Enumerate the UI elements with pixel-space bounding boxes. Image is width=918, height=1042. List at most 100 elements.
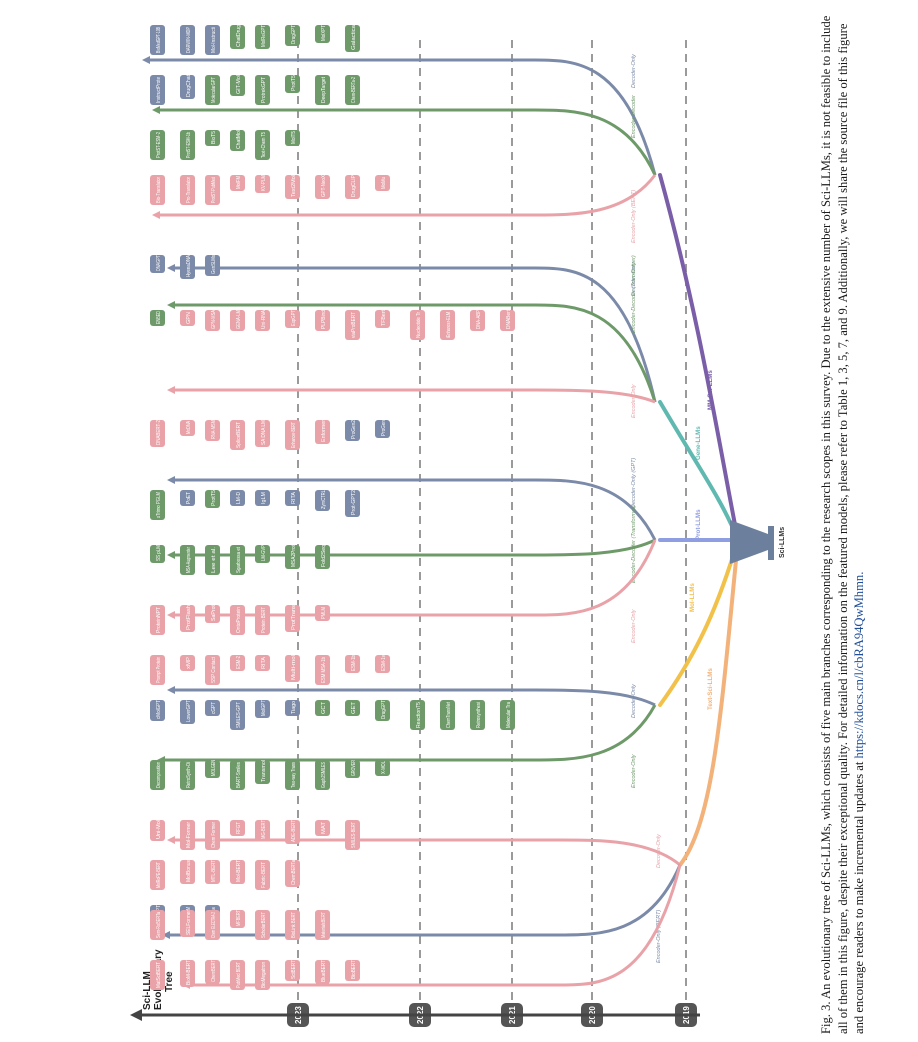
model-node: Chem Former — [205, 820, 220, 850]
model-name: MFBERT — [236, 909, 242, 926]
model-name: MolecularGPT — [211, 76, 217, 103]
main-branches: MM-Sci-LLMs Gene-LLMs Prot-LLMs Mol-LLMs Tex… — [658, 173, 740, 867]
model-node: ProtFlash — [180, 605, 195, 632]
model-name: GIT-Mol — [236, 75, 242, 94]
model-name: Protein BERT — [261, 606, 267, 633]
model-node: Uni-Mol — [150, 820, 165, 841]
sub-branch-label: Decoder-Only — [631, 683, 637, 718]
tree-title-line-3: Tree — [164, 971, 175, 992]
model-node: MOLGEN — [205, 760, 220, 778]
main-branch-line — [678, 538, 740, 867]
sub-branch-line — [160, 174, 657, 217]
model-node: SS pLM — [150, 545, 165, 563]
model-name: Lee et al. — [211, 547, 217, 573]
model-node: GET — [345, 700, 360, 716]
model-node: ChatDrug — [230, 25, 245, 49]
model-name: GROVER — [351, 760, 357, 776]
model-name: MolXPT — [321, 24, 327, 41]
model-node: ChemTransNet — [440, 700, 455, 730]
model-node: Retrosynthesi — [470, 700, 485, 730]
model-name: DeepTarget — [321, 76, 327, 103]
model-node: RNA-MSM — [205, 420, 220, 441]
model-name: ADE-BERT — [291, 819, 297, 842]
model-name: GPT-NeoX — [321, 175, 327, 197]
model-node: Graph2SMILES — [315, 760, 330, 790]
model-name: ProtT5 — [211, 490, 217, 506]
model-node: MaterialsBERT — [315, 910, 330, 940]
model-name: Chem ELECTRA-2 — [211, 912, 217, 938]
model-name: ProGen — [381, 420, 387, 436]
model-node: Prot-GPT2 — [345, 490, 360, 517]
model-name: Pro-Translator — [186, 177, 192, 203]
model-node: LowerGPT — [180, 699, 195, 724]
model-name: BioT5 — [211, 131, 217, 144]
model-name: RITA — [291, 491, 297, 504]
model-node: Molecular Tra — [500, 700, 515, 730]
model-name: GenSLMs — [211, 255, 217, 274]
model-name: Sgarbossa et — [236, 547, 242, 573]
model-node: Mol-Former — [180, 820, 195, 850]
model-name: ENBED — [156, 311, 162, 324]
time-axis — [130, 1009, 700, 1021]
model-node: ESM-2 — [230, 655, 245, 671]
model-node: Text2Mol — [285, 175, 300, 199]
model-node: ReactionT5 — [410, 700, 425, 730]
model-name: ChemBERTa — [291, 860, 297, 885]
model-name: ExpGPT — [291, 309, 297, 326]
model-name: Mol-Instructi — [211, 27, 217, 53]
model-name: Two-way Trans — [291, 762, 297, 788]
main-branch-label: Text-Sci-LLMs — [707, 668, 714, 710]
model-name: Mol-BERT — [236, 859, 242, 882]
model-node: ProtT5 — [285, 75, 300, 93]
sub-branch-arrowhead — [162, 931, 170, 939]
model-node: InstructProte — [150, 75, 165, 105]
sub-branch-line — [170, 864, 682, 937]
model-name: Uni-RNA — [261, 310, 267, 329]
model-name: Retrosynthesi — [476, 702, 482, 728]
caption-link[interactable]: https://kdocs.cn/l/cbRA94QwMhmn. — [852, 571, 866, 759]
sub-branch-arrowhead — [152, 211, 160, 219]
model-name: ESM-2 — [236, 656, 242, 669]
model-name: Tiago — [291, 701, 297, 714]
main-branch-label: MM-Sci-LLMs — [707, 370, 714, 410]
model-name: viaProBERT — [351, 311, 357, 338]
model-name: BioLink BERT — [291, 911, 297, 938]
model-name: ProtTrans — [291, 605, 297, 630]
model-node: xTrimo PGLM — [150, 490, 165, 520]
model-node: Sgarbossa et — [230, 545, 245, 575]
model-node: PLPBind — [315, 310, 330, 331]
model-name: MolReGPT — [261, 24, 267, 47]
model-name: BART-Smiles — [236, 762, 242, 788]
model-node: BioT5 — [205, 130, 220, 146]
sub-branch-line — [175, 266, 657, 403]
sub-branch-label: Encoder-Decoder (Transformer) — [631, 505, 637, 583]
model-name: RetroSynth-Di — [186, 762, 192, 788]
model-name: LowerGPT — [186, 699, 192, 722]
model-node: RetroSynth-Di — [180, 760, 195, 790]
model-node: MFBERT — [230, 909, 245, 928]
main-branch-label: Prot-LLMs — [695, 509, 702, 540]
model-node: Sem-RoBERTa — [150, 910, 165, 940]
main-branch-label: Mol-LLMs — [689, 583, 696, 612]
model-name: DNABert — [506, 309, 512, 329]
model-node: DARWIN-MDP — [180, 25, 195, 55]
sub-branch-label: Decoder-Only — [656, 833, 662, 868]
model-node: ProGen2 — [345, 420, 360, 441]
model-node: ProtST-PubMed — [205, 175, 220, 205]
model-node: IgLM — [255, 490, 270, 506]
model-name: DNABERT-2 — [156, 420, 162, 445]
model-node: DeepTarget — [315, 75, 330, 105]
model-name: MolFM — [236, 176, 242, 189]
model-name: SMILES-BERT — [351, 821, 357, 848]
model-name: KV-PLM — [261, 175, 267, 191]
model-name: GPN-MSA — [211, 310, 217, 329]
model-name: IgLM — [261, 492, 267, 504]
model-name: RITA — [261, 656, 267, 669]
model-node: MAT — [315, 820, 330, 836]
model-node: BioMegatron — [255, 960, 270, 990]
model-node: HyenaDNA — [180, 255, 195, 279]
model-name: Fabric-BERT — [261, 861, 267, 888]
model-name: ProtrekGPT — [261, 76, 267, 103]
sub-branch-label: Encoder-Only (BERT) — [656, 910, 662, 963]
model-node: Transmol — [255, 760, 270, 784]
